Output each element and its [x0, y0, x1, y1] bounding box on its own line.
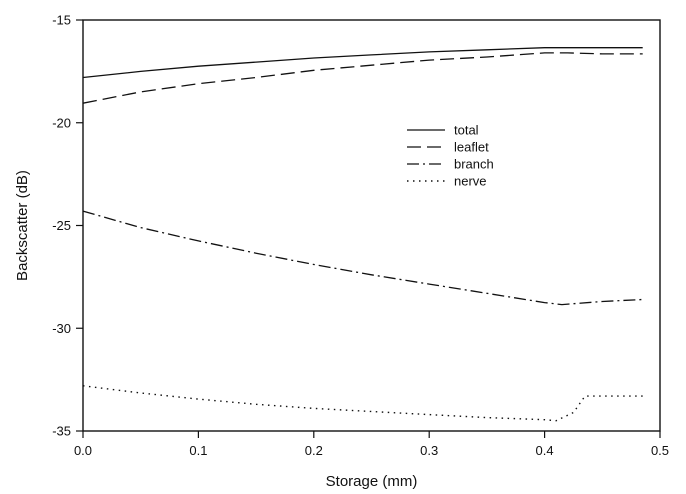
x-axis-title: Storage (mm) — [326, 473, 418, 490]
x-tick-label: 0.0 — [74, 443, 92, 458]
x-tick-label: 0.2 — [305, 443, 323, 458]
legend-label-total: total — [454, 123, 479, 138]
y-tick-label: -15 — [52, 13, 71, 28]
series-layer — [82, 47, 643, 422]
x-axis: 0.0 0.1 0.2 0.3 0.4 0.5 — [74, 431, 669, 458]
y-tick-label: -35 — [52, 424, 71, 439]
legend: total leaflet branch nerve — [407, 123, 494, 189]
legend-label-branch: branch — [454, 157, 494, 172]
series-total-line — [82, 47, 643, 79]
plot-area — [82, 19, 661, 432]
series-nerve-line — [82, 385, 643, 422]
legend-label-nerve: nerve — [454, 174, 487, 189]
series-branch-line — [82, 210, 643, 306]
y-tick-label: -20 — [52, 115, 71, 130]
plot-frame — [82, 19, 661, 432]
y-tick-label: -30 — [52, 321, 71, 336]
series-leaflet-line — [82, 52, 643, 104]
x-tick-label: 0.5 — [651, 443, 669, 458]
y-axis-title: Backscatter (dB) — [14, 170, 31, 281]
y-tick-label: -25 — [52, 218, 71, 233]
x-tick-label: 0.4 — [536, 443, 554, 458]
x-tick-label: 0.1 — [189, 443, 207, 458]
legend-label-leaflet: leaflet — [454, 140, 489, 155]
y-axis: -35 -30 -25 -20 -15 — [52, 13, 83, 439]
x-tick-label: 0.3 — [420, 443, 438, 458]
